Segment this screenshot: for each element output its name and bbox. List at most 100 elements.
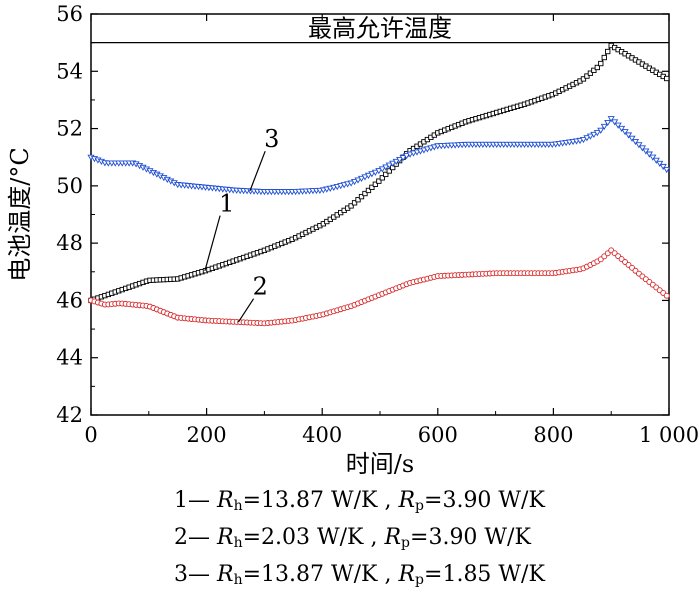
plot-frame	[90, 13, 670, 416]
series-3-point	[361, 174, 369, 181]
series-3-point	[392, 158, 400, 165]
series-1-point	[584, 73, 590, 79]
series-3-point	[659, 163, 667, 171]
x-tick-label: 200	[187, 423, 227, 447]
series-3-point	[618, 125, 626, 133]
y-tick-label: 48	[56, 231, 83, 255]
series-3-point	[416, 148, 425, 155]
series-1-point	[601, 54, 607, 61]
legend-value: =3.90 W/K	[410, 525, 531, 550]
series-3-point	[590, 131, 598, 138]
series-3-point	[663, 167, 671, 174]
series-3-point	[375, 168, 383, 175]
y-tick-label: 46	[56, 288, 83, 312]
series-1-point	[351, 200, 358, 206]
legend-subscript: p	[401, 535, 411, 551]
series-3-point	[656, 160, 664, 167]
series-3-point	[600, 123, 608, 130]
series-3-point	[347, 180, 355, 187]
series-3-point	[631, 138, 640, 146]
series-3-point	[586, 133, 594, 140]
x-tick-label: 800	[533, 423, 573, 447]
legend-subscript: h	[233, 535, 243, 551]
series-2-point	[663, 292, 670, 299]
x-axis-title: 时间/s	[346, 450, 414, 478]
series-3-point	[385, 162, 393, 169]
curve-label-leader	[237, 298, 255, 323]
series-3-point	[614, 122, 622, 129]
y-tick-label: 42	[56, 403, 83, 427]
series-3-point	[430, 144, 438, 151]
legend-item-1: 1— Rh=13.87 W/K , Rp=3.90 W/K	[0, 482, 700, 519]
series-1-point	[355, 197, 361, 203]
series-3-point	[593, 130, 601, 137]
curve-label-leader	[204, 215, 221, 272]
curve-labels: 1 2 3	[204, 125, 279, 323]
y-tick-label: 52	[56, 117, 83, 141]
legend-subscript: p	[415, 572, 425, 588]
legend-subscript: p	[415, 498, 425, 514]
series-1-line	[90, 44, 670, 301]
series-3-point	[635, 142, 643, 149]
legend-symbol: R	[398, 562, 416, 587]
series-3-point	[403, 153, 411, 160]
series-3-point	[611, 119, 619, 126]
max-allowed-temperature-line: 最高允许温度	[91, 15, 669, 44]
reference-line-label: 最高允许温度	[308, 15, 452, 43]
series-3-point	[350, 178, 359, 186]
legend-symbol: R	[217, 562, 234, 587]
legend: 1— Rh=13.87 W/K , Rp=3.90 W/K 2— Rh=2.03…	[0, 482, 700, 593]
series-3-point	[649, 154, 657, 161]
series-3-point	[427, 145, 435, 152]
series-1-point	[372, 181, 379, 187]
x-tick-label: 0	[84, 423, 97, 447]
series-3-point	[378, 166, 386, 173]
x-tick-label: 600	[418, 423, 458, 447]
y-tick-label: 54	[56, 59, 83, 83]
legend-subscript: h	[233, 498, 243, 514]
series-3-point	[583, 135, 591, 142]
series-group	[87, 42, 671, 327]
curve-label-leader	[249, 150, 266, 192]
legend-value: =3.90 W/K	[424, 488, 545, 513]
series-3-point	[638, 145, 646, 152]
axis-ticks: 0 200 400 600 800 1 000 42 44 46 48 50 52 54 56	[56, 2, 699, 447]
series-2-line	[90, 249, 670, 324]
legend-value: =13.87 W/K ,	[242, 488, 399, 513]
series-1-point	[383, 171, 389, 178]
series-2	[88, 247, 670, 327]
temperature-chart: 0 200 400 600 800 1 000 42 44 46 48 50 52 54 56 最高允许温…	[6, 2, 699, 478]
legend-symbol: R	[217, 525, 234, 550]
series-3-point	[389, 160, 397, 167]
series-3-point	[642, 148, 650, 155]
legend-value: =1.85 W/K	[424, 562, 545, 587]
series-3-point	[423, 146, 431, 153]
x-tick-label: 1 000	[639, 423, 699, 447]
legend-prefix: 1—	[174, 488, 217, 513]
series-1-point	[362, 190, 368, 197]
series-1-point	[587, 70, 594, 76]
series-1-point	[386, 168, 392, 174]
series-3-point	[607, 116, 615, 123]
y-tick-label: 44	[56, 346, 83, 370]
series-3-point	[579, 137, 588, 144]
series-3-point	[621, 129, 629, 136]
series-1-point	[379, 175, 385, 181]
series-3-point	[604, 119, 612, 127]
y-tick-label: 50	[56, 174, 83, 198]
series-1-point	[376, 178, 382, 184]
x-tick-label: 400	[302, 423, 342, 447]
series-3-point	[357, 175, 366, 183]
series-3-point	[371, 169, 379, 176]
series-3-point	[409, 150, 418, 157]
series-3-point	[368, 171, 376, 178]
series-3-point	[406, 151, 414, 158]
series-1-point	[580, 76, 587, 82]
legend-prefix: 2—	[174, 525, 217, 550]
y-axis-title: 电池温度/°C	[6, 147, 34, 281]
series-3-point	[624, 132, 633, 139]
series-3-point	[396, 156, 404, 164]
legend-subscript: h	[233, 572, 243, 588]
series-1	[88, 42, 670, 304]
series-3-point	[354, 177, 362, 184]
